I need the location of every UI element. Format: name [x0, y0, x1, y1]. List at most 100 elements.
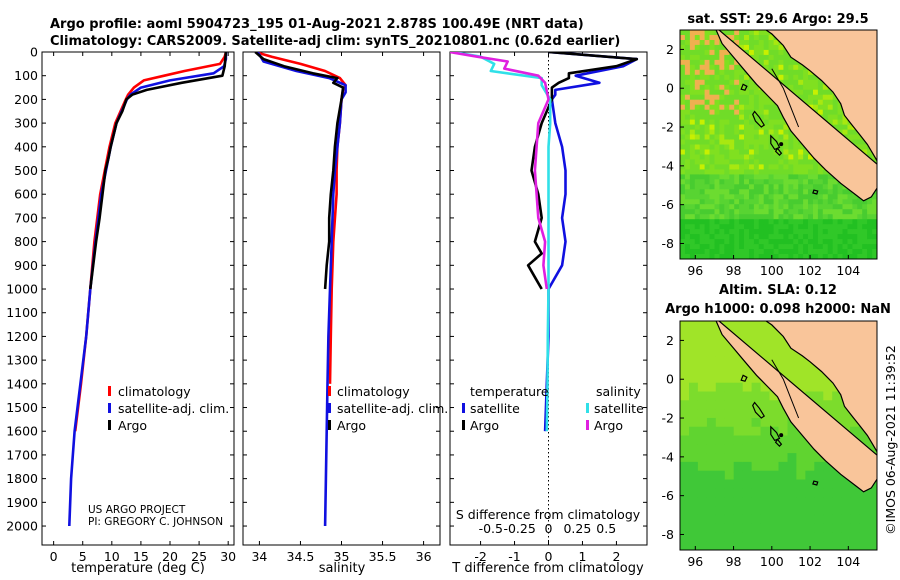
heatmap-cell: [814, 506, 824, 516]
heatmap-cell: [680, 44, 686, 51]
heatmap-cell: [704, 89, 711, 96]
heatmap-cell: [704, 79, 711, 86]
heatmap-cell: [742, 461, 753, 472]
heatmap-cell: [742, 497, 753, 507]
heatmap-cell: [796, 541, 806, 550]
heatmap-cell: [753, 134, 760, 141]
heatmap-cell: [788, 224, 794, 230]
heatmap-cell: [749, 219, 755, 225]
heatmap-cell: [805, 373, 815, 384]
heatmap-cell: [862, 149, 868, 156]
heatmap-cell: [827, 224, 834, 230]
heatmap-cell: [783, 149, 789, 156]
heatmap-cell: [753, 89, 760, 96]
heatmap-cell: [715, 435, 726, 445]
heatmap-cell: [778, 69, 784, 76]
heatmap-cell: [742, 541, 753, 550]
heatmap-cell: [719, 139, 725, 146]
heatmap-cell: [773, 184, 780, 190]
heatmap-cell: [697, 417, 708, 428]
heatmap-cell: [729, 35, 735, 41]
heatmap-cell: [680, 514, 690, 525]
heatmap-cell: [709, 119, 715, 126]
heatmap-cell: [739, 244, 745, 250]
map-x-tick-label: 96: [687, 554, 703, 569]
heatmap-cell: [689, 144, 696, 151]
depth-tick-label: 1100: [6, 305, 38, 320]
heatmap-cell: [773, 204, 780, 210]
heatmap-cell: [857, 249, 863, 255]
heatmap-cell: [704, 144, 711, 151]
heatmap-cell: [778, 541, 789, 550]
heatmap-cell: [689, 54, 696, 61]
heatmap-cell: [803, 174, 809, 180]
heatmap-cell: [739, 89, 745, 96]
heatmap-cell: [852, 129, 858, 136]
heatmap-cell: [742, 435, 753, 445]
heatmap-cell: [760, 426, 771, 437]
heatmap-cell: [680, 254, 686, 259]
heatmap-cell: [719, 154, 725, 161]
heatmap-cell: [817, 194, 824, 200]
heatmap-cell: [788, 204, 794, 210]
heatmap-cell: [715, 541, 726, 550]
heatmap-cell: [724, 154, 730, 161]
heatmap-cell: [744, 139, 750, 146]
heatmap-cell: [699, 204, 706, 210]
heatmap-cell: [803, 219, 809, 225]
heatmap-cell: [729, 214, 735, 220]
sla-heatmap-cells: [680, 321, 877, 550]
heatmap-cell: [850, 488, 860, 498]
heatmap-cell: [868, 514, 877, 525]
heatmap-cell: [744, 244, 750, 250]
heatmap-cell: [714, 79, 720, 86]
heatmap-cell: [788, 59, 794, 66]
heatmap-cell: [768, 154, 775, 161]
x-tick-label: 0: [50, 549, 58, 564]
heatmap-cell: [699, 199, 706, 205]
heatmap-cell: [769, 506, 780, 516]
heatmap-cell: [724, 139, 730, 146]
heatmap-cell: [852, 199, 858, 205]
difference-depth-ticks: [450, 51, 647, 527]
heatmap-cell: [724, 479, 735, 489]
heatmap-cell: [709, 144, 715, 151]
heatmap-cell: [760, 523, 771, 533]
heatmap-cell: [749, 254, 755, 259]
heatmap-cell: [817, 79, 824, 86]
heatmap-cell: [805, 497, 815, 507]
heatmap-cell: [758, 239, 765, 245]
heatmap-cell: [832, 124, 839, 131]
heatmap-cell: [719, 214, 725, 220]
map-y-tick-label: 2: [666, 333, 674, 348]
heatmap-cell: [763, 114, 770, 121]
heatmap-cell: [719, 249, 725, 255]
heatmap-cell: [823, 461, 833, 472]
heatmap-cell: [694, 219, 701, 225]
heatmap-cell: [744, 234, 750, 240]
heatmap-cell: [704, 35, 711, 41]
heatmap-cell: [689, 497, 699, 507]
heatmap-cell: [697, 497, 708, 507]
heatmap-cell: [768, 144, 775, 151]
heatmap-cell: [852, 229, 858, 235]
heatmap-cell: [778, 497, 789, 507]
heatmap-cell: [832, 184, 839, 190]
heatmap-cell: [719, 109, 725, 116]
heatmap-cell: [852, 194, 858, 200]
heatmap-cell: [763, 59, 770, 66]
heatmap-cell: [760, 329, 771, 340]
heatmap-cell: [822, 239, 829, 245]
heatmap-cell: [724, 506, 735, 516]
heatmap-cell: [778, 114, 784, 121]
heatmap-cell: [763, 139, 770, 146]
heatmap-cell: [689, 426, 699, 437]
heatmap-cell: [773, 209, 780, 215]
heatmap-cell: [783, 184, 789, 190]
heatmap-cell: [684, 104, 691, 111]
heatmap-cell: [684, 129, 691, 136]
heatmap-cell: [749, 114, 755, 121]
heatmap-cell: [719, 194, 725, 200]
heatmap-cell: [724, 129, 730, 136]
